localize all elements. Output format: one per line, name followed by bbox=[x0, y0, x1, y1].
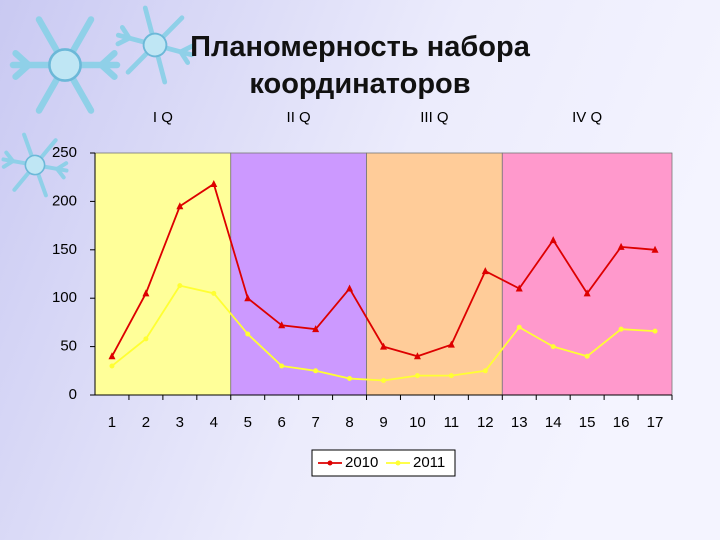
quarter-label: II Q bbox=[287, 109, 311, 126]
marker bbox=[549, 236, 557, 244]
y-tick-label: 0 bbox=[69, 386, 77, 403]
marker bbox=[482, 368, 488, 374]
marker bbox=[108, 352, 116, 360]
x-tick-label: 14 bbox=[545, 414, 562, 431]
legend-marker bbox=[395, 460, 401, 466]
x-tick-label: 12 bbox=[477, 414, 494, 431]
marker bbox=[380, 342, 387, 350]
marker bbox=[414, 373, 420, 379]
marker bbox=[651, 245, 659, 253]
x-tick-label: 8 bbox=[345, 414, 353, 431]
marker bbox=[245, 331, 251, 337]
x-tick-label: 17 bbox=[647, 414, 664, 431]
x-tick-label: 2 bbox=[142, 414, 150, 431]
x-tick-label: 3 bbox=[176, 414, 184, 431]
x-tick-label: 15 bbox=[579, 414, 596, 431]
title-text: координаторов bbox=[249, 68, 470, 100]
marker bbox=[278, 321, 286, 329]
marker bbox=[584, 353, 590, 359]
y-tick-label: 200 bbox=[52, 192, 77, 209]
marker bbox=[346, 284, 354, 292]
legend-label: 2011 bbox=[413, 454, 445, 471]
marker bbox=[516, 324, 522, 330]
marker bbox=[176, 202, 184, 210]
x-tick-label: 9 bbox=[379, 414, 387, 431]
quarter-label: III Q bbox=[420, 109, 448, 126]
marker bbox=[447, 340, 455, 348]
marker bbox=[618, 326, 624, 332]
marker bbox=[515, 284, 523, 292]
marker bbox=[109, 363, 115, 369]
legend: 2010 2011 bbox=[311, 449, 456, 477]
quarter-band bbox=[94, 152, 232, 396]
marker bbox=[617, 242, 625, 250]
marker bbox=[143, 336, 149, 342]
quarter-label: I Q bbox=[153, 109, 173, 126]
x-tick-label: 13 bbox=[511, 414, 528, 431]
marker bbox=[177, 283, 183, 289]
y-tick-label: 50 bbox=[60, 338, 77, 355]
marker bbox=[313, 368, 319, 374]
title-text: Планомерность набора bbox=[190, 31, 531, 63]
x-tick-label: 11 bbox=[444, 414, 460, 431]
quarter-label: IV Q bbox=[572, 109, 602, 126]
y-tick-label: 250 bbox=[52, 144, 77, 161]
x-tick-label: 5 bbox=[244, 414, 252, 431]
marker bbox=[652, 328, 658, 334]
marker bbox=[211, 290, 217, 296]
marker bbox=[279, 363, 285, 369]
marker bbox=[413, 352, 421, 360]
x-tick-label: 6 bbox=[278, 414, 286, 431]
legend-marker bbox=[327, 460, 333, 466]
marker bbox=[142, 289, 150, 297]
legend-label: 2010 bbox=[345, 454, 378, 471]
marker bbox=[210, 179, 218, 187]
x-tick-label: 1 bbox=[108, 414, 116, 431]
marker bbox=[448, 373, 454, 379]
marker bbox=[347, 376, 353, 382]
x-tick-label: 10 bbox=[409, 414, 426, 431]
y-tick-label: 100 bbox=[52, 289, 77, 306]
x-tick-label: 16 bbox=[613, 414, 630, 431]
x-tick-label: 4 bbox=[210, 414, 218, 431]
x-tick-label: 7 bbox=[311, 414, 319, 431]
marker bbox=[312, 325, 320, 333]
marker bbox=[244, 294, 252, 302]
marker bbox=[481, 267, 489, 275]
marker bbox=[583, 289, 591, 297]
quarter-band bbox=[230, 152, 367, 396]
title: Планомерность набора координаторов bbox=[190, 31, 531, 100]
y-tick-label: 150 bbox=[52, 241, 77, 258]
marker bbox=[381, 377, 386, 383]
marker bbox=[550, 344, 556, 350]
